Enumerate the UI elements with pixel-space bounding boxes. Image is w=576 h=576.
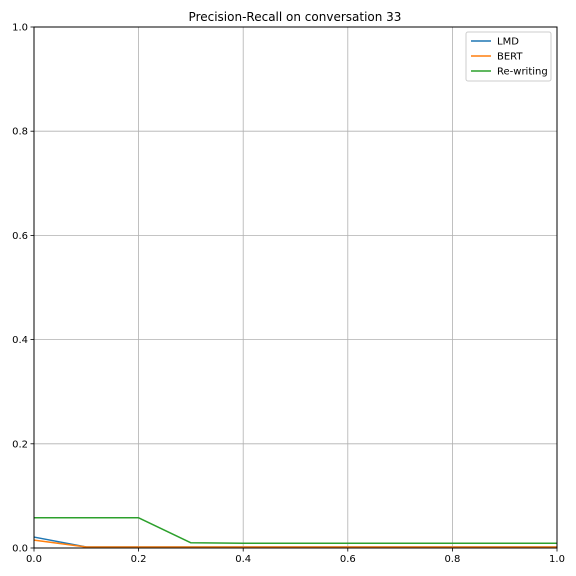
x-tick-label: 0.0 [26, 554, 42, 565]
grid-lines [33, 26, 558, 549]
series-line-lmd [33, 536, 557, 548]
x-tick-label: 0.2 [131, 554, 147, 565]
x-tick-label: 0.6 [340, 554, 356, 565]
legend-label: Re-writing [497, 67, 548, 78]
series-line-re-writing [34, 517, 557, 545]
series-line-bert [33, 539, 557, 548]
series-lines [33, 517, 557, 548]
x-tick-label: 0.8 [444, 554, 460, 565]
y-tick-label: 0.8 [12, 127, 28, 138]
y-tick-label: 0.6 [12, 231, 28, 242]
y-tick-label: 1.0 [12, 23, 28, 34]
y-tick-label: 0.0 [12, 544, 28, 555]
legend-label: BERT [497, 52, 523, 63]
y-tick-label: 0.2 [12, 439, 28, 450]
axis-ticks: 0.0 0.2 0.4 0.6 0.8 1.0 0.0 0.2 0.4 0.6 0.8 1.0 [12, 23, 565, 566]
plot-frame [33, 26, 558, 549]
y-tick-label: 0.4 [12, 335, 28, 346]
legend-label: LMD [497, 37, 519, 48]
x-tick-label: 0.4 [235, 554, 251, 565]
legend: LMD BERT Re-writing [465, 31, 552, 82]
x-tick-label: 1.0 [549, 554, 565, 565]
chart-title: Precision-Recall on conversation 33 [189, 10, 402, 24]
legend-box [465, 31, 552, 82]
